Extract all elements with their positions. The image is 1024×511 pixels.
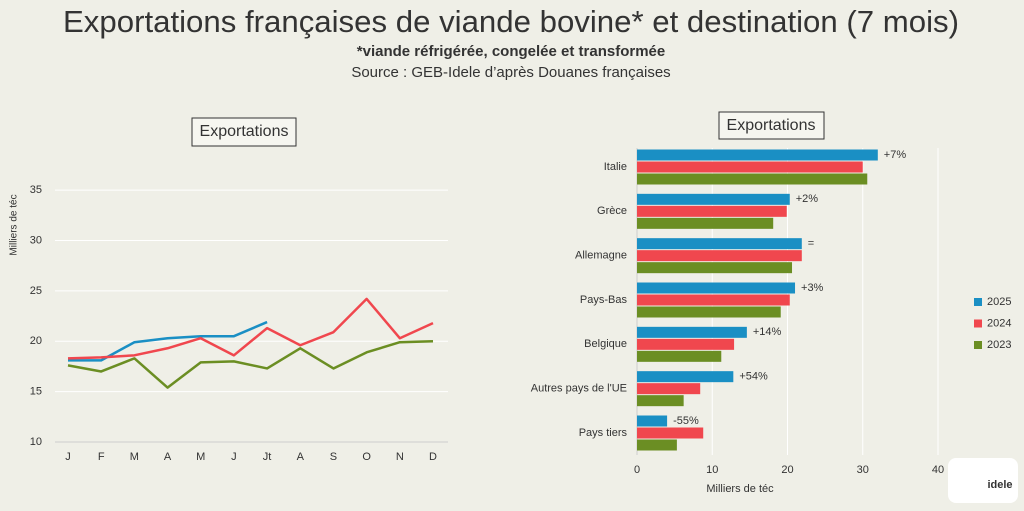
x-tick-label: M — [130, 451, 139, 463]
x-tick-label: O — [362, 451, 371, 463]
subtitle: *viande réfrigérée, congelée et transfor… — [357, 43, 665, 60]
bar — [637, 383, 701, 395]
y-tick-label: Belgique — [584, 338, 627, 350]
x-tick-label: M — [196, 451, 205, 463]
y-tick-label: Grèce — [597, 205, 627, 217]
bar — [637, 149, 878, 161]
annotation: +7% — [884, 149, 907, 161]
x-tick-label: A — [297, 451, 305, 463]
bar — [637, 326, 747, 338]
legend-label: 2024 — [987, 317, 1011, 329]
x-tick-label: 0 — [634, 464, 640, 476]
legend-swatch — [974, 319, 982, 328]
x-tick-label: 10 — [706, 464, 718, 476]
legend-label: 2023 — [987, 339, 1011, 351]
x-tick-label: F — [98, 451, 105, 463]
x-tick-label: A — [164, 451, 172, 463]
bar — [637, 262, 793, 274]
source: Source : GEB-Idele d’après Douanes franç… — [351, 64, 670, 81]
annotation: -55% — [673, 415, 699, 427]
y-tick-label: Allemagne — [575, 250, 627, 262]
x-tick-label: J — [65, 451, 71, 463]
y-tick-label: Pays tiers — [579, 427, 628, 439]
x-tick-label: S — [330, 451, 337, 463]
bar — [637, 371, 734, 383]
annotation: +54% — [739, 371, 768, 383]
y-tick-label: 15 — [30, 386, 42, 398]
line — [67, 339, 434, 389]
y-tick-label: 30 — [30, 234, 42, 246]
bar — [637, 161, 863, 173]
bar — [637, 205, 787, 217]
bar — [637, 306, 781, 318]
annotation: +14% — [753, 326, 782, 338]
chart-title: Exportations — [200, 123, 289, 140]
bar — [637, 193, 790, 205]
annotation: +3% — [801, 282, 824, 294]
chart-title: Exportations — [727, 117, 816, 134]
x-tick-label: J — [231, 451, 237, 463]
x-tick-label: D — [429, 451, 437, 463]
line — [67, 297, 434, 360]
line — [68, 320, 268, 362]
bar — [637, 173, 868, 185]
y-tick-label: 25 — [30, 285, 42, 297]
annotation: +2% — [796, 193, 819, 205]
chart-title-box — [191, 117, 297, 147]
bar — [637, 282, 796, 294]
bar — [637, 217, 774, 229]
y-tick-label: Autres pays de l'UE — [531, 383, 627, 395]
legend-swatch — [974, 298, 982, 306]
bar — [637, 415, 668, 427]
y-tick-label: 20 — [30, 335, 42, 347]
bar — [637, 439, 677, 451]
y-tick-label: Pays-Bas — [580, 294, 628, 306]
x-tick-label: 40 — [932, 464, 944, 476]
y-tick-label: Italie — [604, 161, 627, 173]
y-tick-label: 35 — [30, 184, 42, 196]
bar — [637, 250, 802, 262]
x-tick-label: 30 — [857, 464, 869, 476]
x-tick-label: 20 — [781, 464, 793, 476]
bar — [637, 294, 790, 306]
page-title: Exportations françaises de viande bovine… — [63, 4, 959, 39]
logo-box — [948, 458, 1018, 503]
y-axis-label: Milliers de téc — [9, 194, 20, 255]
y-tick-label: 10 — [30, 436, 42, 448]
x-tick-label: N — [396, 451, 404, 463]
x-axis-label: Milliers de téc — [706, 483, 774, 495]
x-tick-label: Jt — [263, 451, 272, 463]
legend-label: 2025 — [987, 296, 1011, 308]
chart-title-box — [718, 111, 825, 140]
bar — [637, 238, 802, 250]
bar — [637, 338, 735, 350]
legend-swatch — [974, 341, 982, 349]
bar — [637, 350, 722, 362]
logo: idele — [987, 479, 1012, 491]
annotation: = — [808, 238, 814, 250]
bar — [637, 395, 684, 407]
bar — [637, 427, 704, 439]
